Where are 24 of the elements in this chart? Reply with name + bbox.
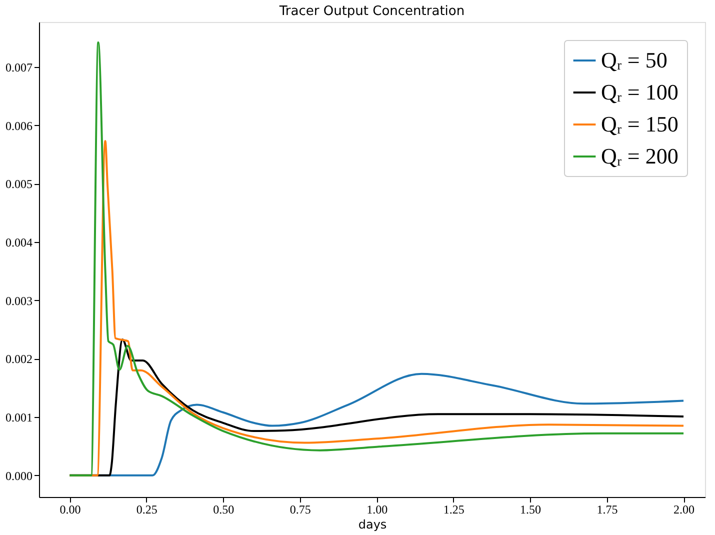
- x-axis-title: days: [358, 518, 387, 532]
- x-tick-label: 0.75: [290, 502, 311, 516]
- y-tick-label: 0.007: [6, 60, 32, 74]
- x-tick-label: 2.00: [674, 502, 695, 516]
- legend-label: Qᵣ = 50: [601, 48, 668, 72]
- legend-label: Qᵣ = 150: [601, 112, 678, 136]
- x-tick-label: 0.25: [136, 502, 158, 516]
- y-tick-label: 0.004: [6, 235, 32, 250]
- y-tick-label: 0.001: [6, 410, 32, 425]
- y-tick-label: 0.002: [6, 352, 32, 366]
- y-tick-label: 0.000: [6, 468, 32, 483]
- legend-label: Qᵣ = 200: [601, 144, 678, 168]
- chart-title: Tracer Output Concentration: [278, 4, 465, 19]
- x-tick-label: 1.50: [520, 502, 542, 516]
- legend-label: Qᵣ = 100: [601, 80, 678, 104]
- x-tick-label: 1.25: [443, 502, 464, 516]
- x-tick-label: 0.00: [60, 502, 81, 516]
- x-tick-label: 0.50: [213, 502, 234, 516]
- x-tick-label: 1.75: [596, 502, 618, 516]
- y-tick-label: 0.005: [6, 177, 32, 192]
- x-tick-label: 1.00: [366, 502, 388, 516]
- y-tick-label: 0.003: [6, 294, 32, 308]
- y-tick-label: 0.006: [6, 118, 32, 133]
- line-series: [68, 41, 685, 476]
